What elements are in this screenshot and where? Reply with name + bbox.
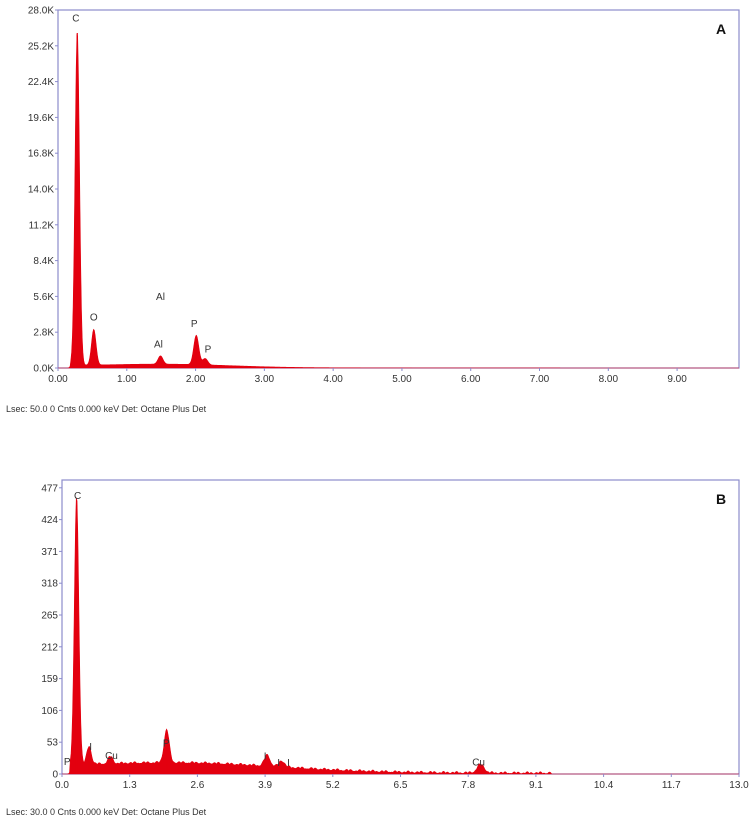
peak-label: P: [163, 738, 170, 749]
y-tick-label: 106: [41, 706, 58, 717]
peak-label: P: [64, 757, 71, 768]
plot-frame: [61, 479, 740, 775]
panel-label: A: [716, 21, 726, 37]
y-tick-label: 424: [41, 515, 58, 526]
y-tick-label: 265: [41, 611, 58, 622]
x-tick-label: 9.1: [529, 780, 543, 791]
x-tick-label: 0.00: [48, 374, 68, 385]
spectrum-trace: [62, 497, 739, 775]
y-tick-label: 0: [52, 770, 58, 781]
x-tick-label: 6.00: [461, 374, 481, 385]
x-tick-label: 2.6: [190, 780, 204, 791]
peak-label: P: [205, 345, 212, 356]
y-tick-label: 2.8K: [33, 328, 54, 339]
peak-label: Cu: [472, 758, 485, 769]
chart-a-footer: Lsec: 50.0 0 Cnts 0.000 keV Det: Octane …: [6, 404, 207, 414]
y-tick-label: 16.8K: [28, 149, 54, 160]
peak-label: I: [287, 758, 290, 769]
x-tick-label: 3.9: [258, 780, 272, 791]
peak-label: I: [264, 752, 267, 763]
x-tick-label: 5.2: [326, 780, 340, 791]
x-tick-label: 5.00: [392, 374, 412, 385]
y-tick-label: 53: [47, 738, 59, 749]
x-tick-label: 3.00: [255, 374, 275, 385]
panel-label: B: [716, 491, 726, 507]
eds-spectrum-chart-a: 0.0K 2.8K 5.6K 8.4K 11.2K 14.0K 16.8K 19.6K 22.4…: [28, 6, 740, 385]
y-tick-label: 25.2K: [28, 41, 54, 52]
y-tick-label: 159: [41, 674, 58, 685]
peak-label: C: [74, 491, 81, 502]
peak-label: Cu: [105, 751, 118, 762]
y-tick-label: 318: [41, 579, 58, 590]
spectrum-trace: [58, 34, 739, 369]
eds-spectrum-chart-b: 0 53 106 159 212 265 318 371 424 477 0.0 1.3 2.6 3.9 5…: [41, 479, 749, 791]
x-tick-label: 4.00: [323, 374, 343, 385]
peak-label: I: [89, 742, 92, 753]
x-tick-label: 11.7: [662, 780, 681, 791]
x-tick-label: 1.3: [123, 780, 137, 791]
peak-label: I: [277, 758, 280, 769]
peak-label: O: [90, 313, 98, 324]
x-tick-label: 2.00: [186, 374, 206, 385]
y-tick-label: 8.4K: [33, 256, 54, 267]
x-tick-label: 7.8: [461, 780, 475, 791]
y-tick-label: 14.0K: [28, 185, 54, 196]
x-tick-label: 1.00: [117, 374, 137, 385]
peak-label: Al: [154, 340, 163, 351]
x-tick-label: 0.0: [55, 780, 69, 791]
y-tick-label: 22.4K: [28, 77, 54, 88]
x-tick-label: 13.0: [729, 780, 749, 791]
y-tick-label: 0.0K: [33, 364, 54, 375]
y-tick-label: 477: [41, 483, 58, 494]
chart-b-footer: Lsec: 30.0 0 Cnts 0.000 keV Det: Octane …: [6, 807, 207, 817]
peak-label: C: [72, 14, 79, 25]
y-tick-label: 5.6K: [33, 292, 54, 303]
plot-frame: [57, 9, 740, 369]
y-tick-label: 28.0K: [28, 6, 54, 17]
y-tick-label: 11.2K: [29, 220, 55, 231]
y-tick-label: 19.6K: [28, 113, 54, 124]
peak-label: P: [191, 319, 198, 330]
x-tick-label: 10.4: [594, 780, 614, 791]
x-tick-label: 9.00: [667, 374, 687, 385]
y-tick-label: 212: [41, 642, 58, 653]
y-tick-label: 371: [41, 547, 58, 558]
peak-label: Al: [156, 292, 165, 303]
x-tick-label: 8.00: [599, 374, 619, 385]
x-tick-label: 7.00: [530, 374, 550, 385]
x-tick-label: 6.5: [394, 780, 408, 791]
